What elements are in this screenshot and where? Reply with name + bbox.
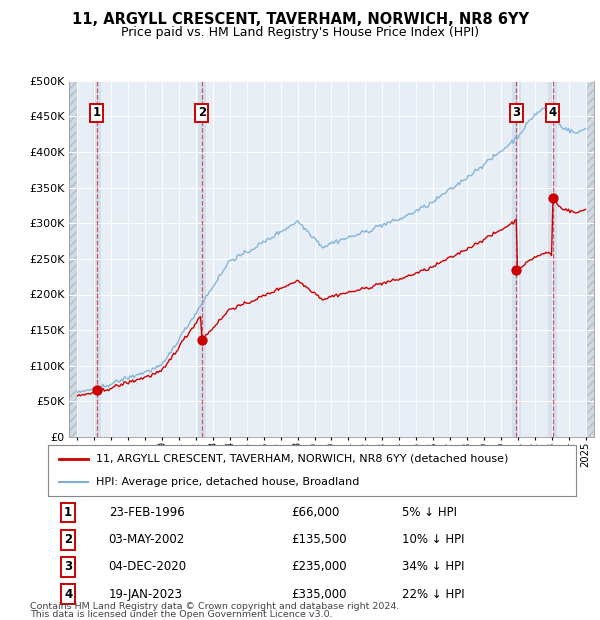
Text: This data is licensed under the Open Government Licence v3.0.: This data is licensed under the Open Gov… — [30, 609, 332, 619]
Bar — [92, 81, 101, 437]
Point — [512, 265, 521, 275]
Text: 4: 4 — [64, 588, 72, 601]
Text: Contains HM Land Registry data © Crown copyright and database right 2024.: Contains HM Land Registry data © Crown c… — [30, 602, 400, 611]
Text: £235,000: £235,000 — [291, 560, 347, 574]
Text: 11, ARGYLL CRESCENT, TAVERHAM, NORWICH, NR8 6YY (detached house): 11, ARGYLL CRESCENT, TAVERHAM, NORWICH, … — [95, 454, 508, 464]
Text: 34% ↓ HPI: 34% ↓ HPI — [402, 560, 464, 574]
Text: 2: 2 — [64, 533, 72, 546]
Bar — [512, 81, 521, 437]
Text: 23-FEB-1996: 23-FEB-1996 — [109, 506, 184, 519]
Point — [197, 335, 206, 345]
Point — [92, 385, 101, 395]
Bar — [548, 81, 557, 437]
Text: 04-DEC-2020: 04-DEC-2020 — [109, 560, 187, 574]
Text: 19-JAN-2023: 19-JAN-2023 — [109, 588, 183, 601]
Text: 10% ↓ HPI: 10% ↓ HPI — [402, 533, 464, 546]
Text: £335,000: £335,000 — [291, 588, 346, 601]
Bar — [69, 81, 77, 437]
Text: 22% ↓ HPI: 22% ↓ HPI — [402, 588, 464, 601]
Text: 4: 4 — [548, 106, 557, 119]
Text: 1: 1 — [93, 106, 101, 119]
Text: 11, ARGYLL CRESCENT, TAVERHAM, NORWICH, NR8 6YY: 11, ARGYLL CRESCENT, TAVERHAM, NORWICH, … — [71, 12, 529, 27]
Text: £135,500: £135,500 — [291, 533, 347, 546]
Point — [548, 193, 557, 203]
Text: 2: 2 — [198, 106, 206, 119]
Text: 03-MAY-2002: 03-MAY-2002 — [109, 533, 185, 546]
Bar — [586, 81, 594, 437]
Text: 5% ↓ HPI: 5% ↓ HPI — [402, 506, 457, 519]
Text: 3: 3 — [64, 560, 72, 574]
Text: Price paid vs. HM Land Registry's House Price Index (HPI): Price paid vs. HM Land Registry's House … — [121, 26, 479, 39]
Text: £66,000: £66,000 — [291, 506, 339, 519]
Text: 1: 1 — [64, 506, 72, 519]
Bar — [197, 81, 206, 437]
Text: HPI: Average price, detached house, Broadland: HPI: Average price, detached house, Broa… — [95, 477, 359, 487]
Text: 3: 3 — [512, 106, 520, 119]
